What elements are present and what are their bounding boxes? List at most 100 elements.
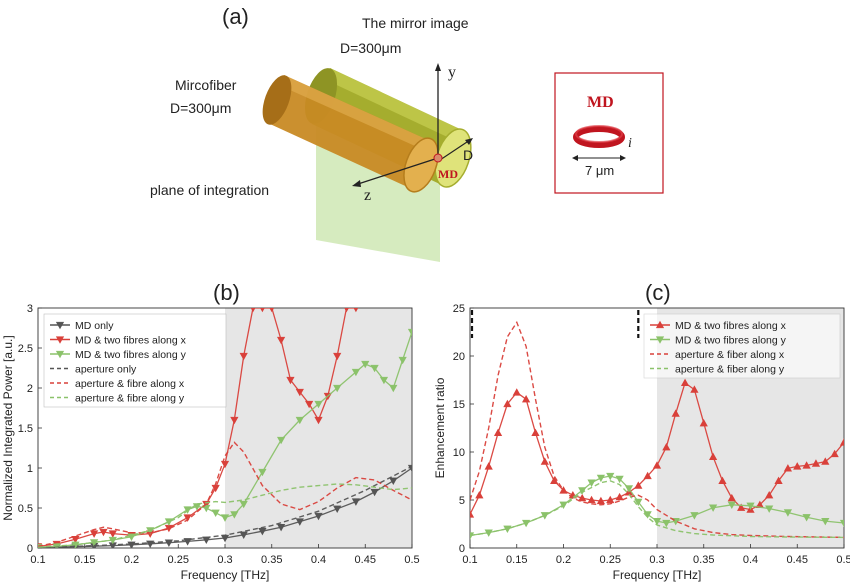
data-point-1 bbox=[183, 514, 192, 522]
data-point-0 bbox=[821, 457, 830, 465]
data-point-1 bbox=[708, 504, 718, 512]
data-point-0 bbox=[671, 409, 680, 417]
data-point-2 bbox=[314, 400, 323, 409]
data-point-0 bbox=[634, 481, 643, 489]
x-tick-label: 0.2 bbox=[556, 554, 571, 566]
data-point-0 bbox=[587, 495, 596, 504]
data-point-1 bbox=[624, 485, 634, 493]
data-point-1 bbox=[250, 308, 256, 313]
series-group bbox=[38, 308, 412, 548]
data-point-0 bbox=[662, 442, 671, 451]
data-point-0 bbox=[718, 476, 727, 484]
legend-label-1: MD & two fibres along x bbox=[75, 335, 187, 347]
panel-c-chart: 0.1 0.15 0.2 0.25 0.3 0.35 0.4 0.45 0.5 0 5 10 15 20 2… bbox=[433, 280, 850, 582]
data-point-0 bbox=[521, 394, 531, 403]
data-point-1 bbox=[333, 352, 342, 361]
data-point-2 bbox=[295, 416, 304, 425]
panel-a-label: (a) bbox=[222, 4, 249, 29]
data-point-0 bbox=[811, 459, 821, 467]
y-tick-label: 20 bbox=[453, 351, 465, 363]
y-tick-label: 1.5 bbox=[18, 423, 33, 435]
data-point-1 bbox=[765, 505, 774, 513]
panel-label: (c) bbox=[645, 280, 671, 305]
panel-a: (a) The mirror image D=300μ bbox=[150, 4, 664, 262]
data-point-2 bbox=[398, 356, 407, 365]
coordinate-axes bbox=[352, 63, 473, 187]
axis-d-label: D bbox=[463, 147, 473, 163]
data-point-0 bbox=[596, 496, 606, 505]
y-tick-label: 25 bbox=[453, 303, 465, 315]
data-point-2 bbox=[258, 468, 267, 477]
data-point-0 bbox=[351, 498, 361, 506]
data-point-0 bbox=[643, 471, 652, 480]
axis-y-label: y bbox=[448, 64, 456, 81]
legend-label-3: aperture only bbox=[75, 364, 137, 376]
data-point-2 bbox=[211, 509, 220, 518]
data-point-0 bbox=[239, 531, 248, 540]
x-tick-label: 0.3 bbox=[649, 554, 664, 566]
data-point-1 bbox=[89, 530, 99, 538]
data-point-0 bbox=[737, 503, 746, 511]
x-tick-label: 0.1 bbox=[462, 554, 477, 566]
data-point-1 bbox=[821, 517, 830, 526]
legend-label-0: MD & two fibres along x bbox=[675, 320, 787, 332]
data-point-2 bbox=[379, 376, 389, 385]
y-tick-label: 2 bbox=[27, 383, 33, 395]
legend: MD only MD & two fibres along x MD & two f… bbox=[43, 313, 227, 408]
fiber-diameter: D=300μm bbox=[170, 100, 231, 116]
series-group bbox=[470, 320, 844, 540]
legend-label-2: MD & two fibres along y bbox=[75, 349, 187, 361]
data-point-0 bbox=[389, 477, 398, 486]
data-point-2 bbox=[164, 518, 174, 526]
data-point-0 bbox=[295, 518, 304, 526]
data-point-0 bbox=[503, 399, 512, 408]
data-point-0 bbox=[484, 462, 493, 470]
data-point-0 bbox=[540, 457, 549, 465]
data-point-2 bbox=[351, 368, 361, 377]
data-point-0 bbox=[839, 438, 844, 446]
x-tick-label: 0.4 bbox=[743, 554, 758, 566]
data-point-1 bbox=[783, 509, 793, 517]
data-point-1 bbox=[662, 519, 671, 528]
data-point-0 bbox=[727, 493, 736, 502]
data-point-2 bbox=[239, 500, 248, 509]
data-point-2 bbox=[361, 360, 370, 369]
data-point-2 bbox=[220, 514, 230, 522]
data-point-1 bbox=[615, 475, 624, 484]
md-label: MD bbox=[438, 167, 458, 181]
y-tick-label: 3 bbox=[27, 303, 33, 315]
data-point-1 bbox=[99, 528, 108, 537]
x-tick-label: 0.2 bbox=[124, 554, 139, 566]
inset-title: MD bbox=[587, 94, 614, 111]
data-point-2 bbox=[389, 384, 398, 393]
data-point-0 bbox=[276, 524, 286, 532]
x-tick-label: 0.25 bbox=[168, 554, 189, 566]
series-line-5 bbox=[38, 483, 412, 548]
mirror-title: The mirror image bbox=[362, 15, 469, 31]
data-point-1 bbox=[286, 376, 295, 385]
legend-marker-1 bbox=[655, 336, 665, 344]
legend-label-2: aperture & fiber along x bbox=[675, 349, 785, 361]
x-tick-label: 0.45 bbox=[355, 554, 376, 566]
data-point-1 bbox=[587, 479, 596, 487]
y-axis-label: Normalized Integrated Power [a.u.] bbox=[1, 335, 15, 520]
axis-z-label: z bbox=[364, 187, 371, 204]
data-point-0 bbox=[258, 528, 267, 536]
legend: MD & two fibres along x MD & two fibres a… bbox=[643, 313, 841, 379]
y-tick-label: 0.5 bbox=[18, 503, 33, 515]
legend-label-3: aperture & fiber along y bbox=[675, 364, 785, 376]
data-point-0 bbox=[708, 452, 718, 460]
legend-label-0: MD only bbox=[75, 320, 114, 332]
data-point-1 bbox=[108, 530, 117, 538]
data-point-1 bbox=[230, 416, 239, 425]
plane-label: plane of integration bbox=[150, 182, 269, 198]
series-line-3 bbox=[38, 465, 412, 548]
data-point-1 bbox=[470, 532, 475, 540]
y-axis-label: Enhancement ratio bbox=[433, 377, 447, 478]
x-tick-label: 0.4 bbox=[311, 554, 326, 566]
data-point-2 bbox=[407, 328, 412, 337]
data-point-0 bbox=[765, 490, 774, 499]
inset-size-label: 7 μm bbox=[585, 163, 614, 178]
data-point-1 bbox=[295, 388, 304, 397]
data-point-0 bbox=[793, 462, 802, 470]
